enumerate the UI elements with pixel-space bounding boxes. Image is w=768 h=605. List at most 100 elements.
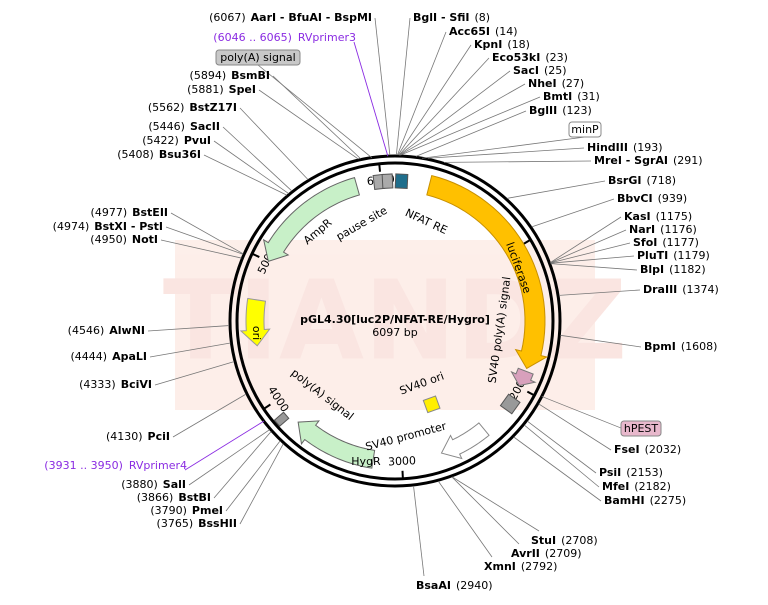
site-label: NarI (1176) — [629, 223, 697, 236]
site-leader — [213, 431, 272, 499]
primer-label: (3931 .. 3950) RVprimer4 — [44, 459, 187, 472]
site-name: AvrII — [511, 547, 540, 560]
site-leader — [165, 226, 244, 255]
site-leader — [524, 424, 600, 488]
site-name: BlpI — [640, 263, 664, 276]
site-leader — [399, 70, 511, 156]
primer-range: (3931 .. 3950) — [44, 459, 123, 472]
site-label: SacI (25) — [513, 64, 567, 77]
site-name: BpmI — [644, 340, 676, 353]
site-leader — [170, 212, 244, 255]
site-name: BstEII — [132, 206, 168, 219]
site-position: (2708) — [561, 534, 598, 547]
site-leader — [213, 140, 289, 194]
site-position: (5446) — [148, 120, 185, 133]
hpest-arrow — [510, 367, 537, 387]
feature-label: HygR — [351, 455, 381, 468]
site-position: (6067) — [209, 11, 246, 24]
sv40-ori-box — [422, 395, 441, 414]
site-label: (5562) BstZ17I — [148, 101, 237, 114]
site-name: DraIII — [643, 283, 677, 296]
nfat-re-box — [394, 173, 409, 189]
site-label: StuI (2708) — [531, 534, 598, 547]
site-position: (1179) — [673, 249, 710, 262]
site-leader — [172, 393, 247, 438]
callout-box — [215, 49, 301, 66]
primer-name: RVprimer3 — [298, 31, 356, 44]
site-leader — [239, 443, 284, 525]
site-name: Bsu36I — [159, 148, 201, 161]
feature-label: ori — [250, 326, 263, 340]
site-leader — [239, 107, 309, 180]
site-label: SfoI (1177) — [633, 236, 699, 249]
site-name: StuI — [531, 534, 556, 547]
site-label: NheI (27) — [528, 77, 584, 90]
feature-label: pause site — [334, 204, 390, 244]
site-name: SacI — [513, 64, 539, 77]
site-position: (4130) — [106, 430, 143, 443]
site-position: (2709) — [545, 547, 582, 560]
site-leader — [538, 403, 612, 451]
site-label: PsiI (2153) — [599, 466, 663, 479]
callout-box — [620, 420, 662, 437]
site-leader — [550, 229, 627, 264]
site-position: (123) — [562, 104, 592, 117]
site-leader — [397, 44, 472, 156]
site-leader — [506, 180, 606, 199]
site-leader — [258, 89, 359, 160]
site-label: DraIII (1374) — [643, 283, 719, 296]
site-position: (291) — [673, 154, 703, 167]
site-position: (3765) — [157, 517, 194, 530]
site-leader — [451, 476, 540, 532]
site-name: BstXI - PstI — [94, 220, 163, 233]
site-position: (4977) — [91, 206, 128, 219]
site-label: BlpI (1182) — [640, 263, 706, 276]
site-leader — [398, 57, 490, 156]
tick-mark — [526, 390, 535, 397]
site-position: (3866) — [137, 491, 174, 504]
tick-mark — [523, 238, 532, 245]
site-name: AarI - BfuAI - BspMI — [251, 11, 372, 24]
site-label: (3790) PmeI — [150, 504, 223, 517]
site-name: BglI - SfiI — [413, 11, 470, 24]
site-leader — [395, 17, 411, 156]
site-label: BpmI (1608) — [644, 340, 717, 353]
site-leader — [550, 255, 635, 264]
site-leader — [188, 429, 270, 486]
site-label: (4950) NotI — [90, 233, 158, 246]
site-name: BmtI — [543, 90, 572, 103]
site-position: (3880) — [121, 478, 158, 491]
site-label: (5446) SacII — [148, 120, 220, 133]
pause-site-box — [381, 173, 394, 189]
site-name: ApaLI — [112, 350, 147, 363]
site-label: (4444) ApaLI — [71, 350, 148, 363]
site-name: XmnI — [484, 560, 516, 573]
site-leader — [558, 289, 641, 296]
site-position: (27) — [562, 77, 585, 90]
site-leader — [399, 83, 526, 156]
feature-label: NFAT RE — [403, 206, 449, 237]
site-name: NotI — [132, 233, 158, 246]
site-label: MreI - SgrAI (291) — [594, 154, 703, 167]
site-name: BsrGI — [608, 174, 641, 187]
site-name: KasI — [624, 210, 651, 223]
site-label: XmnI (2792) — [484, 560, 557, 573]
site-leader — [147, 325, 230, 332]
site-name: BbvCI — [617, 192, 653, 205]
site-label: (3765) BssHII — [157, 517, 237, 530]
site-leader — [438, 481, 493, 558]
site-label: AvrII (2709) — [511, 547, 581, 560]
site-leader — [451, 476, 520, 545]
plasmid-title: pGL4.30[luc2P/NFAT-RE/Hygro] — [300, 313, 490, 326]
site-name: BciVI — [121, 378, 152, 391]
site-position: (8) — [475, 11, 491, 24]
site-label: (4974) BstXI - PstI — [53, 220, 163, 233]
site-position: (2153) — [626, 466, 663, 479]
site-position: (2182) — [634, 480, 671, 493]
site-name: SacII — [190, 120, 220, 133]
ori-arrow — [239, 297, 271, 347]
site-position: (2792) — [521, 560, 558, 573]
site-position: (1177) — [662, 236, 699, 249]
site-leader — [225, 440, 281, 512]
site-name: SpeI — [229, 83, 256, 96]
